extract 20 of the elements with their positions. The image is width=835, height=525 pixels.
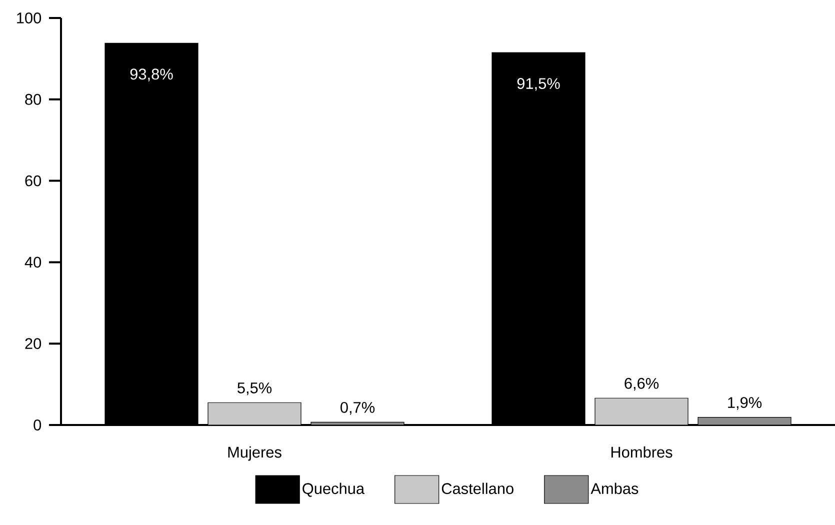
data-label: 1,9% [728, 397, 762, 410]
y-tick-label: 20 [25, 338, 42, 350]
legend-label: Ambas [590, 482, 638, 494]
y-tick-label: 0 [34, 420, 42, 430]
bar [594, 398, 688, 425]
y-tick-label: 60 [25, 175, 42, 186]
x-tick-label: Hombres [611, 446, 672, 458]
data-label: 93,8% [130, 68, 173, 82]
bar [698, 416, 792, 425]
bar [208, 402, 302, 425]
legend-label: Castellano [442, 482, 514, 494]
y-tick-label: 40 [24, 256, 42, 268]
data-label: 91,5% [517, 78, 560, 91]
x-tick-label: Mujeres [228, 446, 282, 461]
data-label: 6,6% [624, 378, 659, 391]
data-label: 0,7% [340, 402, 375, 415]
y-tick-label: 80 [25, 94, 42, 105]
data-label: 5,5% [238, 382, 272, 396]
y-tick-label: 100 [17, 12, 42, 24]
legend-label: Quechua [302, 482, 365, 497]
